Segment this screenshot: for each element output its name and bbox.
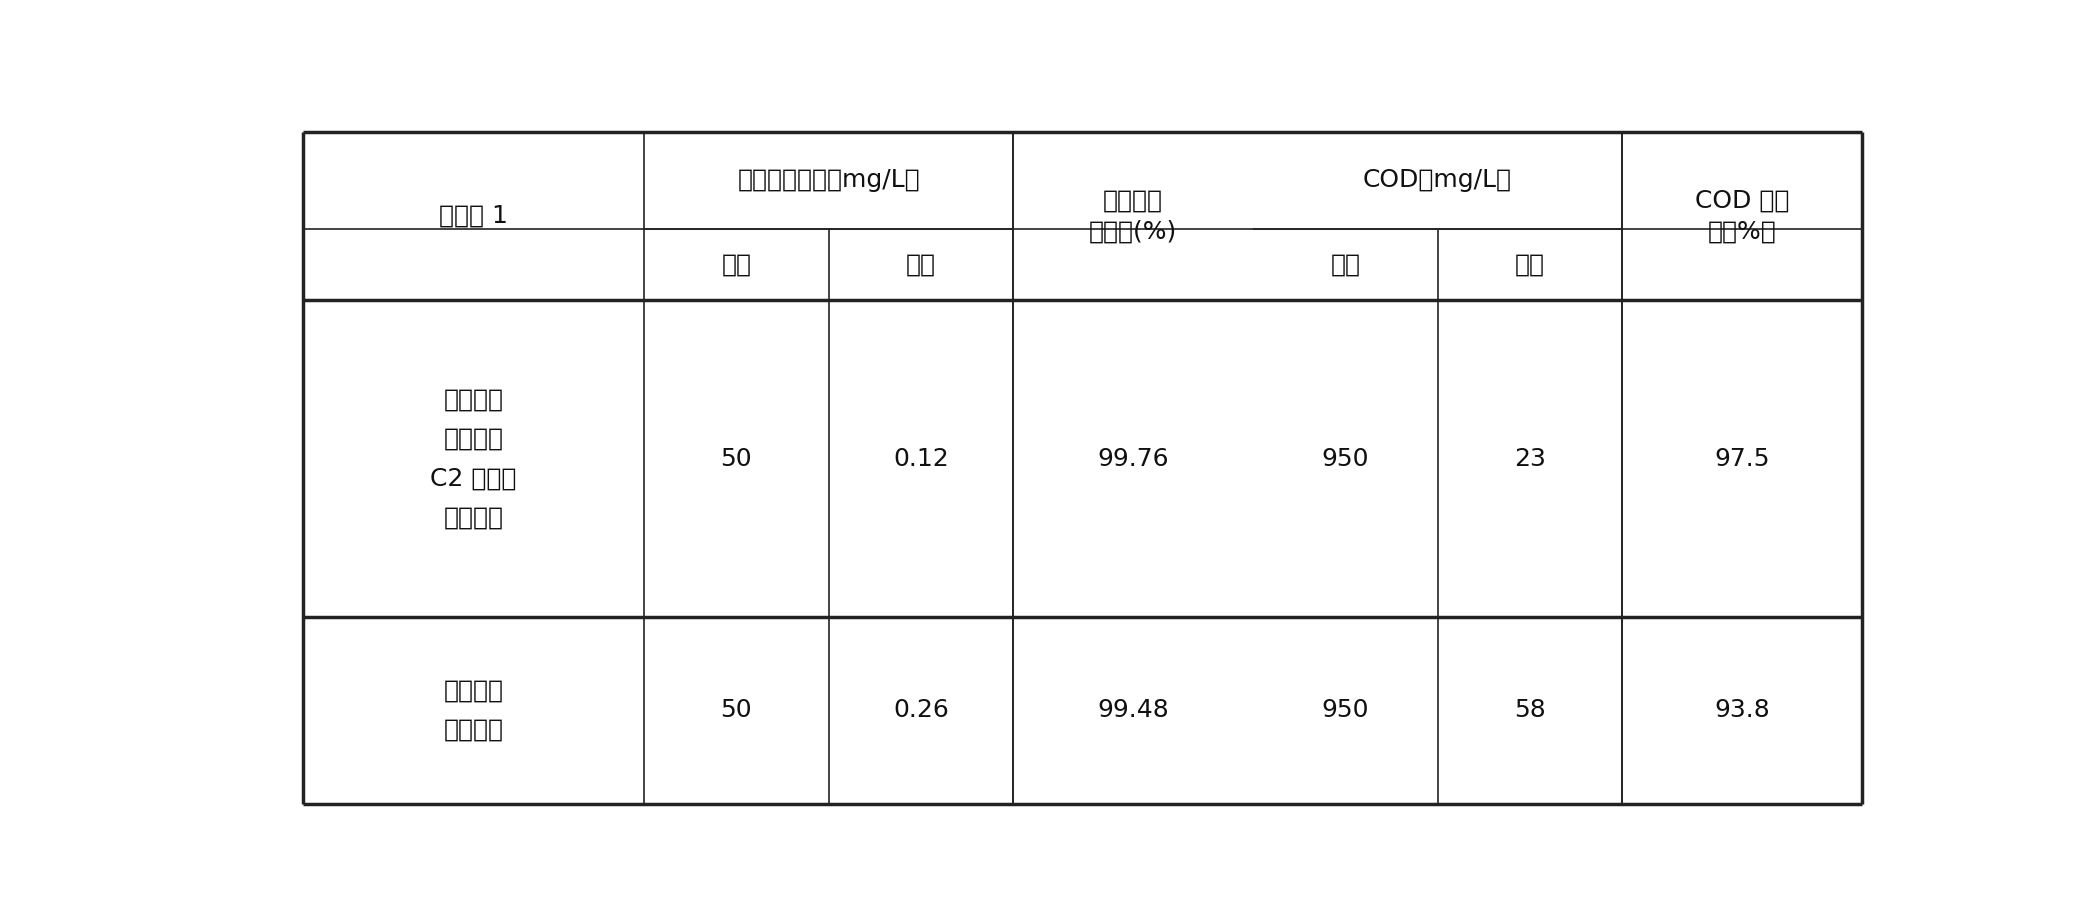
Text: 0.26: 0.26 [893,698,949,722]
Text: 58: 58 [1513,698,1545,722]
Text: 950: 950 [1323,447,1369,471]
Text: 实施例 1: 实施例 1 [438,204,507,228]
Text: 偏二甲肼
降解率(%): 偏二甲肼 降解率(%) [1090,188,1178,244]
Text: COD（mg/L）: COD（mg/L） [1362,168,1511,192]
Text: 23: 23 [1513,447,1545,471]
Text: 0.12: 0.12 [893,447,949,471]
Text: 99.76: 99.76 [1098,447,1170,471]
Text: 50: 50 [721,698,752,722]
Text: 出水: 出水 [1515,253,1545,277]
Text: 97.5: 97.5 [1715,447,1769,471]
Text: 93.8: 93.8 [1715,698,1769,722]
Text: 50: 50 [721,447,752,471]
Text: 99.48: 99.48 [1096,698,1170,722]
Text: 950: 950 [1323,698,1369,722]
Text: 进水: 进水 [721,253,750,277]
Text: 接种恶臭
假单胞菌
C2 的膜生
物反应器: 接种恶臭 假单胞菌 C2 的膜生 物反应器 [430,388,516,529]
Text: COD 去除
率（%）: COD 去除 率（%） [1696,188,1790,244]
Text: 出水: 出水 [905,253,935,277]
Text: 进水: 进水 [1331,253,1360,277]
Text: 偏二甲肼浓度（mg/L）: 偏二甲肼浓度（mg/L） [738,168,920,192]
Text: 普通膜生
物反应器: 普通膜生 物反应器 [444,679,503,742]
